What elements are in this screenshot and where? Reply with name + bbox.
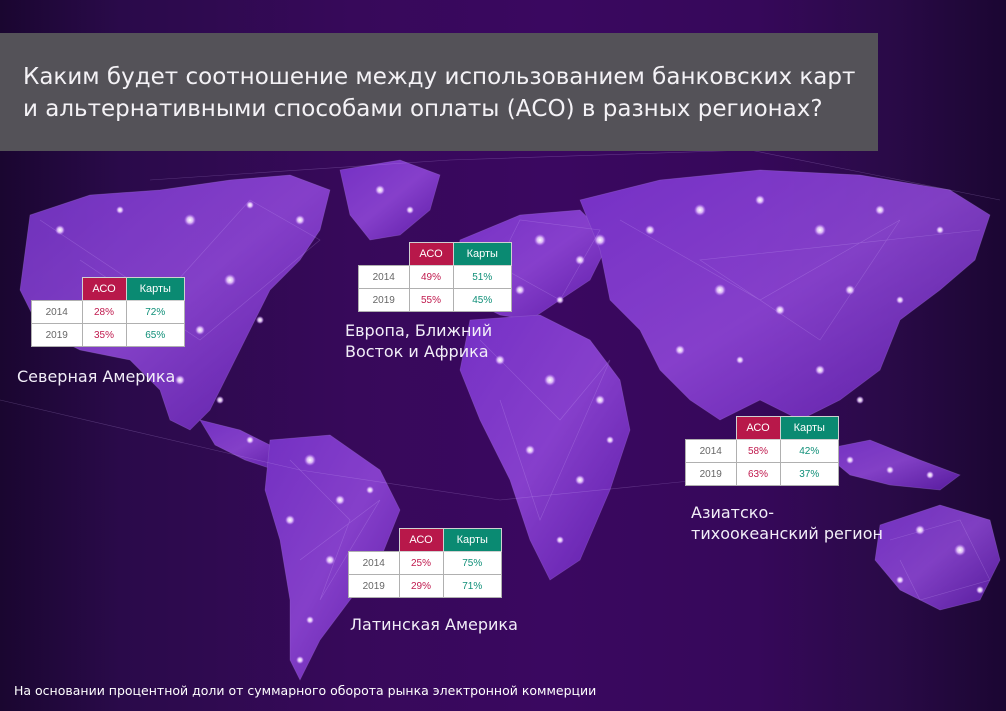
emea-table: АСО Карты 2014 49% 51% 2019 55% 45% <box>358 242 513 312</box>
table-row: 2014 25% 75% <box>348 551 503 575</box>
table-row: 2019 35% 65% <box>31 323 186 347</box>
aco-value: 28% <box>81 300 127 324</box>
aco-header: АСО <box>81 277 127 301</box>
africa-shape <box>459 314 631 581</box>
year-cell: 2014 <box>31 300 83 324</box>
region-label-line: тихоокеанский регион <box>691 524 883 543</box>
cards-value: 51% <box>452 265 513 289</box>
year-cell: 2019 <box>31 323 83 347</box>
cards-value: 71% <box>442 574 503 598</box>
year-cell: 2014 <box>348 551 400 575</box>
cards-header: Карты <box>779 416 840 440</box>
aco-value: 58% <box>735 439 781 463</box>
cards-header: Карты <box>452 242 513 266</box>
cards-value: 42% <box>779 439 840 463</box>
cards-header: Карты <box>125 277 186 301</box>
aco-value: 25% <box>398 551 444 575</box>
table-row: 2014 58% 42% <box>685 439 840 463</box>
asia-shape <box>579 169 991 421</box>
table-row: 2014 28% 72% <box>31 300 186 324</box>
indonesia-shape <box>819 439 961 491</box>
year-cell: 2019 <box>348 574 400 598</box>
cards-value: 45% <box>452 288 513 312</box>
north-america-table: АСО Карты 2014 28% 72% 2019 35% 65% <box>31 277 186 347</box>
region-label-line: Европа, Ближний <box>345 321 493 340</box>
region-label-north-america: Северная Америка <box>17 367 176 386</box>
table-row: 2014 49% 51% <box>358 265 513 289</box>
aco-value: 29% <box>398 574 444 598</box>
table-row: 2019 63% 37% <box>685 462 840 486</box>
cards-value: 37% <box>779 462 840 486</box>
aco-value: 55% <box>408 288 454 312</box>
footnote: На основании процентной доли от суммарно… <box>14 683 597 698</box>
cards-header: Карты <box>442 528 503 552</box>
region-label-line: Азиатско- <box>691 503 774 522</box>
page-title: Каким будет соотношение между использова… <box>23 64 856 122</box>
latin-america-table: АСО Карты 2014 25% 75% 2019 29% 71% <box>348 528 503 598</box>
aco-header: АСО <box>408 242 454 266</box>
year-cell: 2019 <box>685 462 737 486</box>
aco-header: АСО <box>735 416 781 440</box>
greenland-shape <box>339 159 441 241</box>
year-cell: 2014 <box>685 439 737 463</box>
cards-value: 72% <box>125 300 186 324</box>
region-label-latin-america: Латинская Америка <box>350 615 518 634</box>
aco-value: 49% <box>408 265 454 289</box>
title-banner: Каким будет соотношение между использова… <box>0 33 878 151</box>
region-label-line: Восток и Африка <box>345 342 489 361</box>
aco-header: АСО <box>398 528 444 552</box>
aco-value: 35% <box>81 323 127 347</box>
cards-value: 75% <box>442 551 503 575</box>
table-row: 2019 29% 71% <box>348 574 503 598</box>
region-label-emea: Европа, Ближний Восток и Африка <box>345 320 492 362</box>
year-cell: 2014 <box>358 265 410 289</box>
region-label-apac: Азиатско- тихоокеанский регион <box>691 502 883 544</box>
table-row: 2019 55% 45% <box>358 288 513 312</box>
apac-table: АСО Карты 2014 58% 42% 2019 63% 37% <box>685 416 840 486</box>
australia-shape <box>874 504 1001 611</box>
cards-value: 65% <box>125 323 186 347</box>
year-cell: 2019 <box>358 288 410 312</box>
aco-value: 63% <box>735 462 781 486</box>
